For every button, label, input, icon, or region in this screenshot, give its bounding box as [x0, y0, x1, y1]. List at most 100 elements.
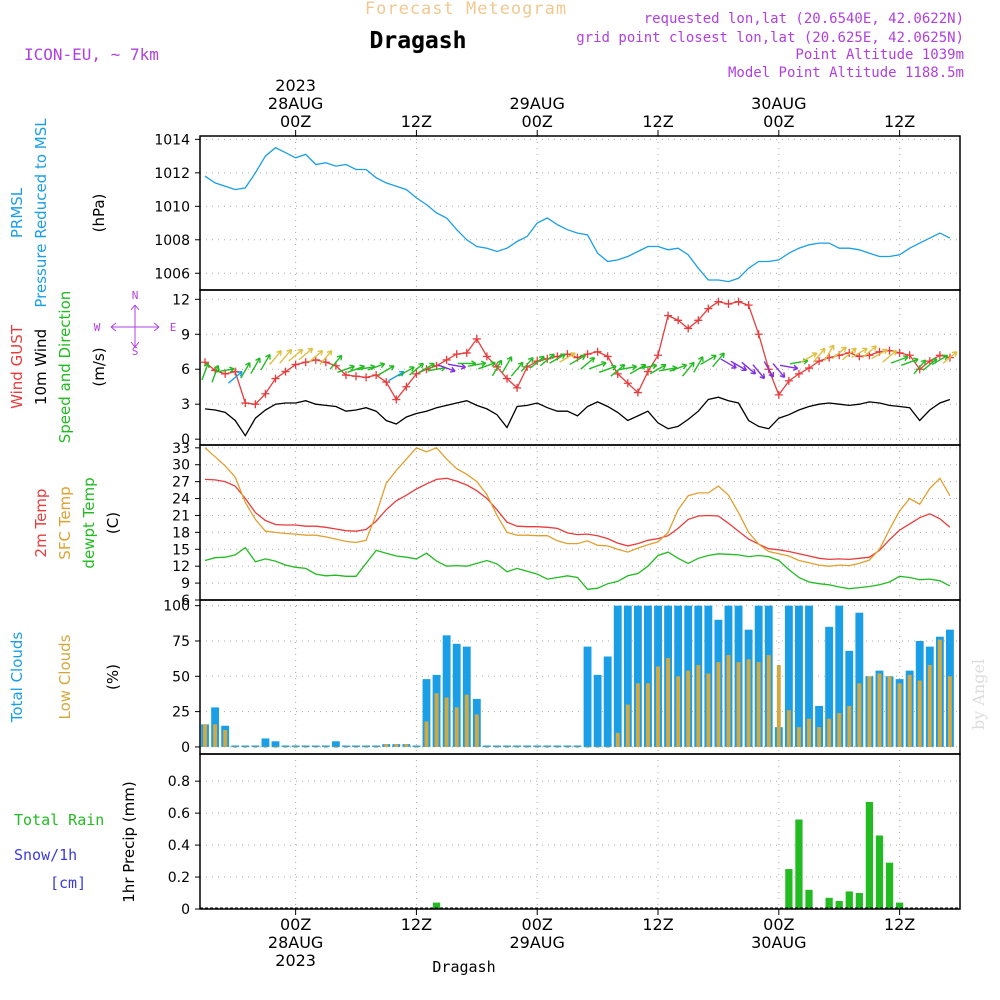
gust-marker: [815, 357, 824, 366]
wind-arrow: [260, 353, 271, 371]
precip-bar: [785, 869, 793, 909]
top-time-label: 12Z: [401, 112, 432, 131]
low-cloud-bar: [444, 697, 449, 747]
wind-arrow: [772, 363, 786, 378]
low-cloud-bar: [505, 746, 509, 748]
wind-arrow: [831, 346, 847, 360]
low-cloud-bar: [716, 662, 721, 747]
low-cloud-bar: [635, 683, 640, 747]
y-tick-label: 75: [172, 634, 190, 650]
precip-axis-label: 1hr Precip (mm): [120, 781, 138, 902]
total-cloud-bar: [855, 612, 864, 747]
y-tick-label: 6: [181, 362, 190, 378]
wind-arrow: [712, 352, 725, 368]
wind-arrow: [598, 364, 617, 373]
low-cloud-bar: [696, 664, 701, 747]
total-cloud-bar: [422, 679, 431, 747]
precip-bar: [885, 862, 894, 909]
y-tick-label: 15: [172, 542, 190, 558]
wind-arrow: [250, 357, 261, 374]
low-cloud-bar: [263, 746, 268, 748]
wind-arrow: [367, 362, 386, 371]
top-time-label: 00Z: [522, 112, 553, 131]
low-cloud-bar: [575, 746, 580, 748]
bottom-time-label: 28AUG: [268, 933, 323, 952]
wind-arrow: [447, 363, 467, 370]
wind-arrow: [931, 354, 949, 366]
total-cloud-bar: [362, 745, 371, 747]
gust-marker: [271, 374, 280, 383]
gust-marker: [664, 311, 673, 320]
wind-arrow: [467, 360, 487, 367]
panel-label: Wind GUST: [8, 324, 26, 409]
y-tick-label: 100: [163, 599, 190, 615]
bottom-time-label: 00Z: [522, 915, 553, 934]
y-tick-label: 9: [181, 576, 190, 592]
bottom-time-label: 29AUG: [510, 933, 565, 952]
y-tick-label: 27: [172, 475, 190, 491]
gust-marker: [462, 348, 471, 357]
y-tick-label: 12: [172, 292, 190, 308]
total-cloud-bar: [563, 745, 572, 747]
y-tick-label: 50: [172, 669, 190, 685]
y-tick-label: 1006: [154, 266, 190, 282]
total-cloud-bar: [331, 741, 340, 747]
wind-arrow: [752, 364, 766, 380]
gust-marker: [362, 373, 371, 382]
gust-marker: [684, 324, 693, 333]
panel-frame: [199, 135, 961, 291]
wind-arrow: [216, 366, 235, 373]
total-cloud-bar: [301, 745, 310, 747]
top-time-label: 00Z: [763, 112, 794, 131]
compass-north: N: [132, 289, 139, 302]
gust-marker: [352, 372, 361, 381]
wind-arrow: [812, 347, 826, 363]
gust-marker: [251, 400, 260, 409]
wind-arrow: [279, 348, 293, 364]
series-line-10m-wind: [204, 396, 951, 437]
precip-bar: [432, 902, 441, 909]
wind-arrow: [942, 351, 958, 364]
compass-vertical-arrow: [130, 304, 140, 348]
bottom-time-label: 12Z: [401, 915, 432, 934]
panel-label: Speed and Direction: [56, 291, 74, 444]
gust-marker: [623, 379, 632, 388]
low-cloud-bar: [243, 746, 248, 748]
gust-marker: [321, 358, 330, 367]
wind-arrow: [618, 364, 638, 371]
total-cloud-bar: [613, 605, 622, 747]
panel-label: (m/s): [90, 347, 108, 386]
top-time-label: 12Z: [884, 112, 915, 131]
total-cloud-bar: [513, 745, 522, 747]
top-time-label: 00Z: [280, 112, 311, 131]
series-line-sfc-temp: [204, 447, 951, 567]
precip-bar: [825, 897, 833, 909]
total-cloud-bar: [503, 745, 511, 747]
gust-marker: [231, 367, 240, 376]
low-cloud-bar: [796, 727, 801, 747]
gust-marker: [744, 301, 753, 310]
pressure-panel: 1006 1008 1010 1012 1014: [154, 132, 961, 291]
precip-snow-label: Snow/1h: [14, 846, 77, 864]
low-cloud-bar: [827, 718, 832, 747]
precip-bar: [855, 893, 863, 909]
wind-arrow: [520, 357, 534, 372]
low-cloud-bar: [434, 693, 439, 747]
wind-arrow: [437, 364, 456, 373]
low-cloud-bar: [565, 746, 570, 748]
wind-arrow: [308, 349, 324, 363]
total-cloud-bar: [271, 741, 280, 747]
wind-arrow: [730, 360, 747, 372]
y-tick-label: 0: [181, 902, 190, 918]
precip-rain-label: Total Rain: [14, 811, 104, 829]
panel-frame: [199, 444, 961, 601]
clouds-panel: 0 25 50 75 100: [163, 599, 961, 756]
total-cloud-bar: [845, 650, 854, 747]
gust-marker: [341, 371, 350, 380]
low-cloud-bar: [424, 721, 429, 747]
wind-arrow: [900, 357, 919, 366]
total-cloud-bar: [493, 745, 501, 747]
gust-marker: [482, 352, 491, 361]
low-cloud-bar: [726, 655, 731, 747]
